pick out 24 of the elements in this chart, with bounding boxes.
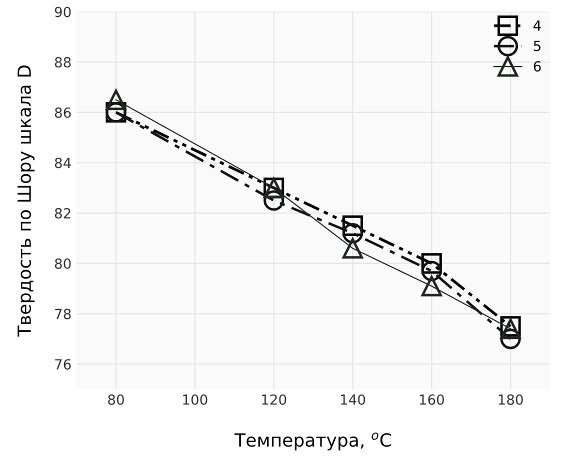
y-tick-label: 88 bbox=[54, 57, 71, 68]
x-tick-label: 80 bbox=[108, 394, 124, 405]
legend-label: 4 bbox=[534, 20, 541, 31]
x-tick-label: 120 bbox=[262, 394, 286, 405]
point bbox=[421, 260, 442, 282]
y-tick-label: 78 bbox=[55, 308, 71, 320]
x-tick-label: 160 bbox=[420, 394, 444, 405]
y-tick-label: 80 bbox=[54, 258, 71, 269]
x-tick-label: 100 bbox=[183, 394, 208, 405]
y-tick-label: 82 bbox=[54, 208, 70, 219]
point bbox=[342, 222, 363, 244]
x-axis-title: Температура, $^{o}$C bbox=[234, 432, 391, 450]
x-tick-label: 180 bbox=[498, 394, 523, 405]
y-tick-label: 90 bbox=[54, 6, 71, 18]
legend-label: 6 bbox=[534, 61, 541, 72]
x-tick-label: 140 bbox=[340, 394, 366, 405]
point bbox=[342, 238, 363, 259]
y-axis-title: Твердость по Шору шкала D bbox=[18, 65, 35, 337]
y-tick-label: 84 bbox=[54, 158, 71, 168]
legend-label: 5 bbox=[534, 40, 540, 52]
y-tick-label: 76 bbox=[55, 359, 71, 370]
point bbox=[106, 90, 126, 110]
point bbox=[421, 276, 442, 296]
y-tick-label: 86 bbox=[54, 107, 71, 118]
